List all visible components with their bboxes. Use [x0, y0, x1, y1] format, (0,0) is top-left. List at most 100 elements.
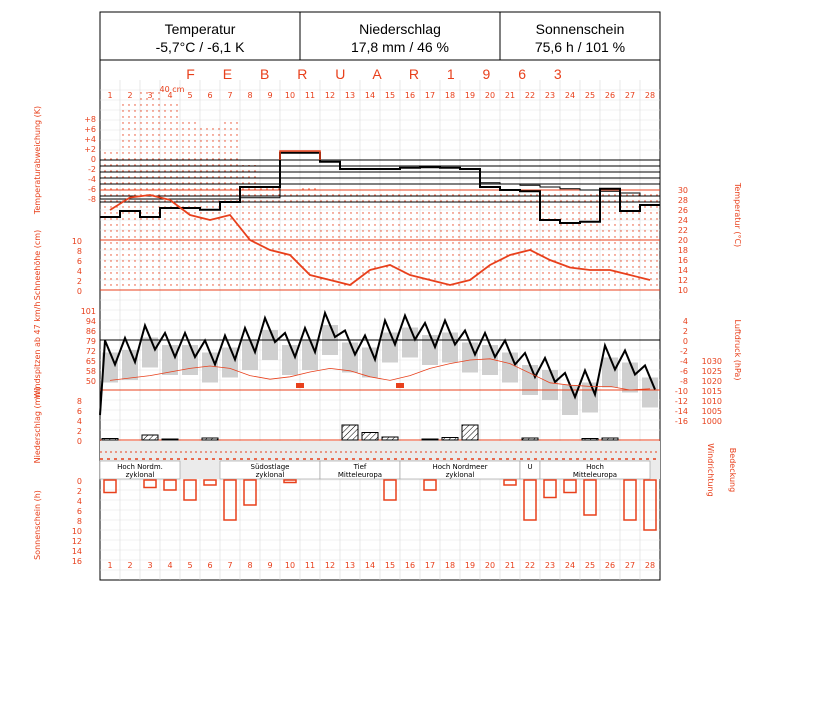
pressure-scale-tick: 1025 — [702, 367, 722, 376]
pressure-dev-tick: -12 — [675, 397, 688, 406]
precip-tick: 6 — [77, 407, 82, 416]
day-tick-top: 5 — [187, 91, 192, 100]
precip-bar — [201, 437, 219, 441]
day-tick-bottom: 26 — [605, 561, 615, 570]
sunshine-tick: 4 — [77, 497, 82, 506]
day-tick-top: 17 — [425, 91, 435, 100]
temp-right-tick: 10 — [678, 286, 688, 295]
sunshine-tick: 8 — [77, 517, 82, 526]
precip-bar — [521, 437, 539, 441]
precip-bar — [361, 432, 379, 441]
snow-tick: 10 — [72, 237, 82, 246]
sunshine-bar — [383, 479, 397, 501]
day-tick-top: 15 — [385, 91, 395, 100]
sunshine-bar — [143, 479, 157, 489]
sunshine-bar — [243, 479, 257, 506]
weather-type-label: Hoch Nordm. — [117, 463, 163, 471]
precip-bar — [581, 438, 599, 441]
snow-tick: 4 — [77, 267, 82, 276]
day-tick-bottom: 16 — [405, 561, 415, 570]
weather-type-label: Mitteleuropa — [573, 471, 617, 479]
precip-bar — [381, 436, 399, 441]
pressure-dev-tick: 0 — [683, 337, 688, 346]
sunshine-bar — [563, 479, 577, 494]
pressure-band — [462, 342, 478, 373]
temp-deviation-steps — [100, 151, 660, 224]
day-tick-top: 7 — [227, 91, 232, 100]
day-tick-top: 19 — [465, 91, 475, 100]
temp-left-tick: -6 — [88, 185, 96, 194]
day-tick-top: 16 — [405, 91, 415, 100]
day-tick-top: 28 — [645, 91, 655, 100]
pressure-band — [402, 327, 418, 358]
weather-type-box — [99, 460, 181, 480]
day-tick-top: 22 — [525, 91, 535, 100]
day-tick-bottom: 4 — [167, 561, 172, 570]
pressure-band — [242, 340, 258, 370]
pressure-scale-tick: 1030 — [702, 357, 722, 366]
precip-bar — [161, 438, 179, 441]
precip-bar — [461, 424, 479, 441]
pressure-dev-tick: -16 — [675, 417, 688, 426]
pressure-dev-tick: -2 — [680, 347, 688, 356]
day-tick-bottom: 23 — [545, 561, 555, 570]
pressure-band — [162, 345, 178, 375]
header-precipitation: Niederschlag 17,8 mm / 46 % — [300, 12, 500, 60]
temp-left-tick: +8 — [84, 115, 96, 124]
day-tick-bottom: 19 — [465, 561, 475, 570]
pressure-band — [602, 357, 618, 388]
weather-type-label: Hoch Nordmeer — [432, 463, 487, 471]
wind-tick: 94 — [86, 317, 96, 326]
pressure-scale-tick: 1015 — [702, 387, 722, 396]
day-tick-top: 10 — [285, 91, 295, 100]
header-temperature: Temperatur -5,7°C / -6,1 K — [100, 12, 300, 60]
weather-type-label: U — [527, 463, 532, 471]
day-tick-bottom: 15 — [385, 561, 395, 570]
day-tick-bottom: 8 — [247, 561, 252, 570]
snow-axis-label: Schneehöhe (cm) — [33, 230, 42, 300]
day-tick-top: 27 — [625, 91, 635, 100]
day-tick-bottom: 21 — [505, 561, 515, 570]
wind-axis-label: Windspitzen ab 47 km/h — [33, 302, 42, 399]
temp-axis-label: Temperaturabweichung (K) — [33, 106, 42, 215]
wind-tick: 79 — [86, 337, 96, 346]
day-tick-top: 4 — [167, 91, 172, 100]
day-tick-bottom: 7 — [227, 561, 232, 570]
day-tick-top: 13 — [345, 91, 355, 100]
sunshine-bar — [543, 479, 557, 499]
day-tick-top: 6 — [207, 91, 212, 100]
day-tick-bottom: 10 — [285, 561, 295, 570]
sun-value: 75,6 h / 101 % — [534, 39, 626, 55]
day-tick-bottom: 1 — [107, 561, 112, 570]
wind-tick: 58 — [86, 367, 96, 376]
pressure-scale-tick: 1005 — [702, 407, 722, 416]
temp-left-tick: -4 — [88, 175, 96, 184]
sunshine-bar — [163, 479, 177, 491]
day-tick-bottom: 24 — [565, 561, 575, 570]
precip-tick: 2 — [77, 427, 82, 436]
precip-bar — [441, 437, 459, 441]
pressure-band — [202, 352, 218, 383]
day-tick-top: 21 — [505, 91, 515, 100]
temp-right-tick: 30 — [678, 186, 688, 195]
temp-right-tick: 22 — [678, 226, 688, 235]
temperature-line — [109, 194, 651, 286]
pressure-band — [442, 332, 458, 363]
precip-bar — [141, 434, 159, 441]
weather-type-label: zyklonal — [446, 471, 475, 479]
sunshine-bar — [283, 479, 297, 484]
sunshine-tick: 0 — [77, 477, 82, 486]
snow-tick: 0 — [77, 287, 82, 296]
day-tick-bottom: 2 — [127, 561, 132, 570]
wind-tick: 72 — [86, 347, 96, 356]
day-tick-top: 8 — [247, 91, 252, 100]
pressure-scale-tick: 1020 — [702, 377, 722, 386]
weather-type-box — [539, 460, 651, 480]
snow-tick: 6 — [77, 257, 82, 266]
pressure-band — [182, 345, 198, 375]
pressure-band — [282, 345, 298, 375]
pressure-band — [222, 347, 238, 378]
pressure-dev-tick: -14 — [675, 407, 688, 416]
day-tick-top: 24 — [565, 91, 575, 100]
temp-left-tick: +4 — [84, 135, 96, 144]
